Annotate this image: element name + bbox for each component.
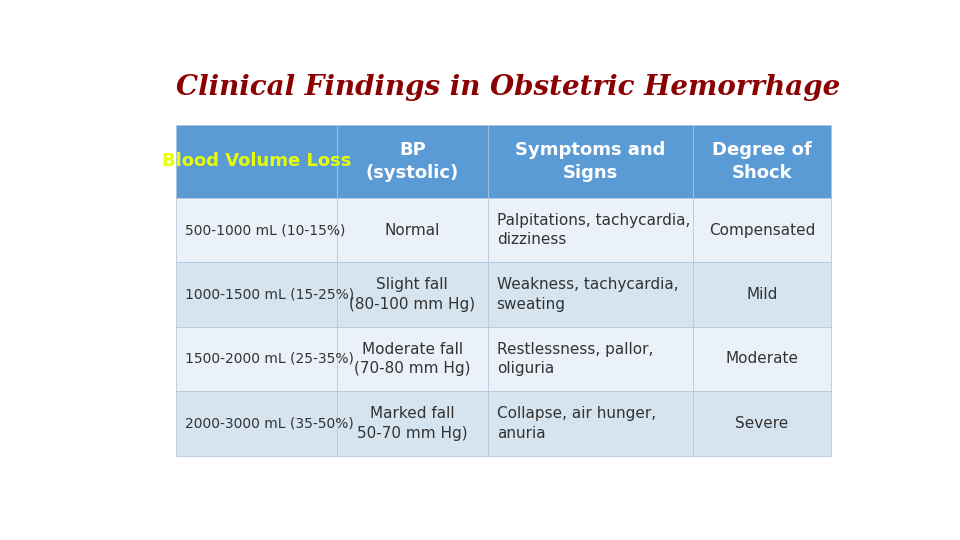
FancyBboxPatch shape — [176, 198, 337, 262]
FancyBboxPatch shape — [176, 327, 337, 391]
FancyBboxPatch shape — [488, 262, 693, 327]
FancyBboxPatch shape — [488, 125, 693, 198]
FancyBboxPatch shape — [488, 391, 693, 456]
FancyBboxPatch shape — [176, 391, 337, 456]
FancyBboxPatch shape — [693, 198, 830, 262]
FancyBboxPatch shape — [337, 125, 488, 198]
Text: 500-1000 mL (10-15%): 500-1000 mL (10-15%) — [184, 223, 345, 237]
Text: Normal: Normal — [385, 222, 440, 238]
Text: Slight fall
(80-100 mm Hg): Slight fall (80-100 mm Hg) — [349, 278, 475, 312]
FancyBboxPatch shape — [176, 262, 337, 327]
Text: BP
(systolic): BP (systolic) — [366, 141, 459, 182]
Text: Symptoms and
Signs: Symptoms and Signs — [516, 141, 665, 182]
Text: 1500-2000 mL (25-35%): 1500-2000 mL (25-35%) — [184, 352, 353, 366]
Text: Restlessness, pallor,
oliguria: Restlessness, pallor, oliguria — [496, 342, 653, 376]
FancyBboxPatch shape — [693, 262, 830, 327]
FancyBboxPatch shape — [337, 327, 488, 391]
Text: Mild: Mild — [746, 287, 778, 302]
FancyBboxPatch shape — [337, 198, 488, 262]
Text: Weakness, tachycardia,
sweating: Weakness, tachycardia, sweating — [496, 278, 679, 312]
Text: Degree of
Shock: Degree of Shock — [712, 141, 812, 182]
Text: Compensated: Compensated — [708, 222, 815, 238]
FancyBboxPatch shape — [488, 198, 693, 262]
FancyBboxPatch shape — [488, 327, 693, 391]
FancyBboxPatch shape — [693, 327, 830, 391]
FancyBboxPatch shape — [337, 391, 488, 456]
Text: Moderate: Moderate — [726, 352, 799, 367]
Text: Moderate fall
(70-80 mm Hg): Moderate fall (70-80 mm Hg) — [354, 342, 470, 376]
Text: 2000-3000 mL (35-50%): 2000-3000 mL (35-50%) — [184, 416, 353, 430]
Text: Palpitations, tachycardia,
dizziness: Palpitations, tachycardia, dizziness — [496, 213, 690, 247]
FancyBboxPatch shape — [337, 262, 488, 327]
Text: Blood Volume Loss: Blood Volume Loss — [161, 152, 351, 171]
FancyBboxPatch shape — [176, 125, 337, 198]
Text: Severe: Severe — [735, 416, 788, 431]
Text: Collapse, air hunger,
anuria: Collapse, air hunger, anuria — [496, 406, 656, 441]
Text: 1000-1500 mL (15-25%): 1000-1500 mL (15-25%) — [184, 287, 354, 301]
FancyBboxPatch shape — [693, 391, 830, 456]
Text: Marked fall
50-70 mm Hg): Marked fall 50-70 mm Hg) — [357, 406, 468, 441]
FancyBboxPatch shape — [693, 125, 830, 198]
Text: Clinical Findings in Obstetric Hemorrhage: Clinical Findings in Obstetric Hemorrhag… — [176, 74, 840, 101]
